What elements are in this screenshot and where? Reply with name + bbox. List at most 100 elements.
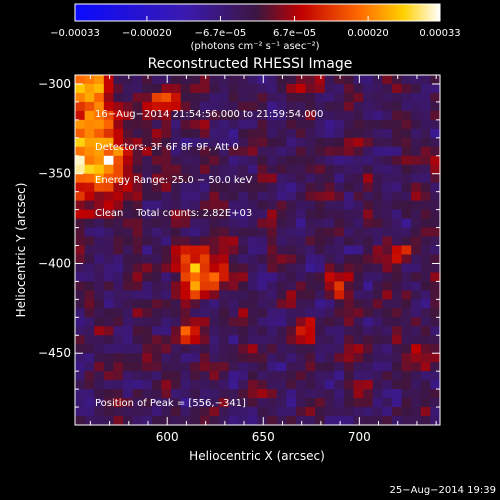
heatmap-cell: [180, 191, 191, 202]
heatmap-cell: [199, 209, 211, 220]
heatmap-cell: [343, 317, 355, 327]
y-tick-label: −350: [38, 167, 71, 181]
heatmap-cell: [123, 290, 134, 300]
heatmap-cell: [228, 290, 239, 300]
heatmap-cell: [420, 344, 431, 354]
heatmap-cell: [343, 281, 355, 291]
heatmap-cell: [276, 344, 287, 354]
heatmap-cell: [420, 416, 431, 426]
heatmap-cell: [132, 299, 143, 309]
heatmap-cell: [382, 236, 393, 247]
heatmap-cell: [142, 245, 153, 256]
heatmap-cell: [113, 272, 124, 283]
heatmap-cell: [161, 146, 172, 157]
heatmap-cell: [324, 164, 335, 175]
heatmap-cell: [401, 380, 412, 390]
heatmap-cell: [411, 380, 422, 390]
heatmap-cell: [161, 75, 172, 85]
heatmap-cell: [363, 128, 374, 139]
heatmap-cell: [363, 308, 374, 318]
heatmap-cell: [315, 344, 326, 354]
heatmap-cell: [190, 263, 201, 274]
heatmap-cell: [132, 398, 143, 408]
heatmap-cell: [219, 272, 230, 283]
heatmap-cell: [334, 155, 345, 166]
heatmap-cell: [391, 200, 403, 211]
heatmap-cell: [151, 353, 163, 363]
heatmap-cell: [324, 101, 335, 112]
info-detectors: Detectors: 3F 6F 8F 9F, Att 0: [95, 142, 239, 153]
heatmap-cell: [257, 245, 268, 256]
heatmap-cell: [286, 371, 297, 381]
heatmap-cell: [190, 317, 201, 327]
heatmap-cell: [75, 146, 86, 157]
heatmap-cell: [94, 101, 105, 112]
heatmap-cell: [382, 380, 393, 390]
heatmap-cell: [103, 371, 115, 381]
heatmap-cell: [161, 92, 172, 103]
heatmap-cell: [75, 92, 86, 103]
heatmap-cell: [123, 83, 134, 94]
heatmap-cell: [238, 326, 249, 336]
heatmap-cell: [180, 200, 191, 211]
heatmap-cell: [190, 182, 201, 193]
heatmap-cell: [123, 380, 134, 390]
heatmap-cell: [372, 371, 383, 381]
heatmap-cell: [430, 407, 441, 417]
heatmap-cell: [228, 416, 239, 426]
heatmap-cell: [75, 236, 86, 247]
heatmap-cell: [343, 245, 355, 256]
heatmap-cell: [238, 146, 249, 157]
heatmap-cell: [199, 398, 211, 408]
heatmap-cell: [430, 182, 441, 193]
heatmap-cell: [161, 110, 172, 121]
heatmap-cell: [343, 227, 355, 238]
heatmap-cell: [75, 317, 86, 327]
heatmap-cell: [219, 317, 230, 327]
heatmap-cell: [363, 173, 374, 184]
heatmap-cell: [343, 218, 355, 229]
heatmap-cell: [123, 245, 134, 256]
heatmap-cell: [286, 272, 297, 283]
heatmap-cell: [209, 191, 220, 202]
heatmap-cell: [257, 227, 268, 238]
heatmap-cell: [334, 362, 345, 372]
heatmap-cell: [75, 200, 86, 211]
heatmap-cell: [257, 344, 268, 354]
heatmap-cell: [382, 362, 393, 372]
heatmap-cell: [142, 407, 153, 417]
heatmap-cell: [247, 119, 259, 130]
heatmap-cell: [286, 380, 297, 390]
heatmap-cell: [228, 137, 239, 148]
heatmap-cell: [75, 308, 86, 318]
heatmap-cell: [132, 407, 143, 417]
heatmap-cell: [295, 272, 307, 283]
heatmap-cell: [411, 245, 422, 256]
heatmap-cell: [295, 200, 307, 211]
heatmap-cell: [123, 416, 134, 426]
heatmap-cell: [382, 254, 393, 265]
heatmap-cell: [132, 281, 143, 291]
heatmap-cell: [171, 308, 182, 318]
heatmap-cell: [353, 326, 364, 336]
heatmap-cell: [267, 263, 278, 274]
heatmap-cell: [372, 227, 383, 238]
heatmap-cell: [132, 83, 143, 94]
heatmap-cell: [84, 209, 95, 220]
heatmap-cell: [391, 407, 403, 417]
heatmap-cell: [420, 245, 431, 256]
heatmap-cell: [75, 353, 86, 363]
heatmap-cell: [353, 353, 364, 363]
heatmap-cell: [391, 362, 403, 372]
heatmap-cell: [180, 137, 191, 148]
heatmap-cell: [103, 182, 115, 193]
heatmap-cell: [411, 353, 422, 363]
heatmap-cell: [420, 236, 431, 247]
colorbar-tick-label: −6.7e−05: [195, 28, 247, 39]
heatmap-cell: [84, 173, 95, 184]
heatmap-cell: [315, 182, 326, 193]
heatmap-cell: [190, 308, 201, 318]
heatmap-cell: [142, 209, 153, 220]
heatmap-cell: [353, 263, 364, 274]
heatmap-cell: [228, 299, 239, 309]
